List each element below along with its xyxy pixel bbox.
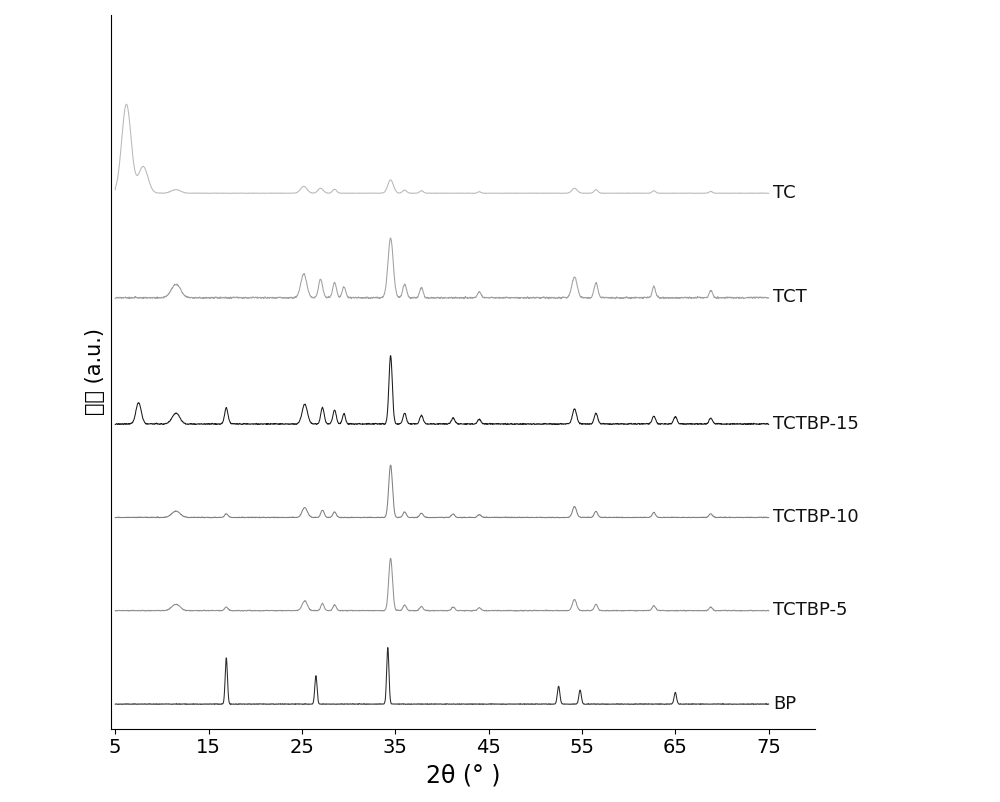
Text: TCTBP-10: TCTBP-10	[773, 508, 859, 526]
Y-axis label: 强度 (a.u.): 强度 (a.u.)	[85, 328, 105, 415]
Text: TCT: TCT	[773, 288, 807, 306]
X-axis label: 2θ (° ): 2θ (° )	[426, 763, 500, 787]
Text: TCTBP-5: TCTBP-5	[773, 602, 848, 619]
Text: BP: BP	[773, 695, 796, 713]
Text: TCTBP-15: TCTBP-15	[773, 415, 859, 432]
Text: TC: TC	[773, 184, 796, 202]
